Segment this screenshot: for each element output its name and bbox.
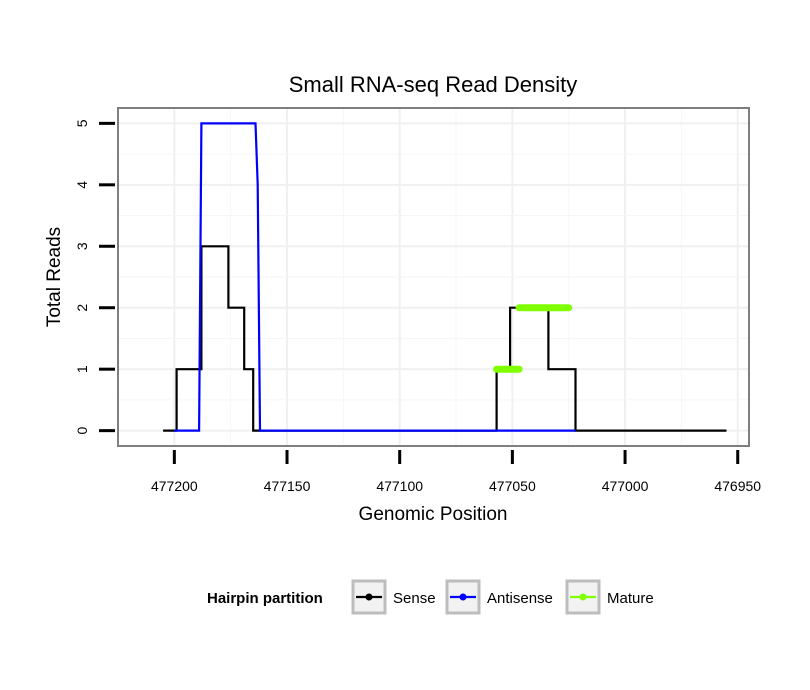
y-tick-label: 0 [74, 427, 90, 435]
y-axis-title: Total Reads [44, 227, 65, 327]
series-mature [493, 304, 573, 373]
legend-key-point [459, 593, 467, 601]
grid [118, 108, 749, 446]
x-tick-label: 477050 [489, 478, 536, 494]
series-line-sense [163, 245, 727, 432]
legend-title: Hairpin partition [207, 590, 323, 607]
x-tick-label: 477150 [264, 478, 311, 494]
series-antisense [174, 122, 576, 432]
y-tick-label: 5 [74, 119, 90, 127]
chart-title: Small RNA-seq Read Density [289, 72, 578, 97]
legend-label: Sense [393, 590, 436, 607]
legend-entry-mature: Mature [565, 579, 654, 615]
series-line-antisense [174, 122, 576, 432]
y-axis: 0 1 2 3 4 5 [74, 119, 115, 435]
panel-border [117, 107, 750, 447]
legend-entry-antisense: Antisense [445, 579, 553, 615]
y-tick-label: 2 [74, 304, 90, 312]
x-tick-label: 477200 [151, 478, 198, 494]
legend-key-point [579, 593, 587, 601]
x-axis-title: Genomic Position [359, 504, 508, 525]
legend-key-point [365, 593, 373, 601]
x-tick-label: 476950 [714, 478, 761, 494]
x-axis: 477200 477150 477100 477050 477000 476950 [151, 450, 761, 494]
legend-label: Antisense [487, 590, 553, 607]
y-tick-label: 3 [74, 242, 90, 250]
legend-label: Mature [607, 590, 654, 607]
legend: Hairpin partition Sense Antisense Mature [207, 579, 654, 615]
x-tick-label: 477000 [602, 478, 649, 494]
y-tick-label: 4 [74, 181, 90, 189]
y-tick-label: 1 [74, 365, 90, 373]
legend-entry-sense: Sense [351, 579, 436, 615]
x-tick-label: 477100 [376, 478, 423, 494]
series-sense [163, 245, 727, 432]
series-layer [163, 122, 727, 432]
